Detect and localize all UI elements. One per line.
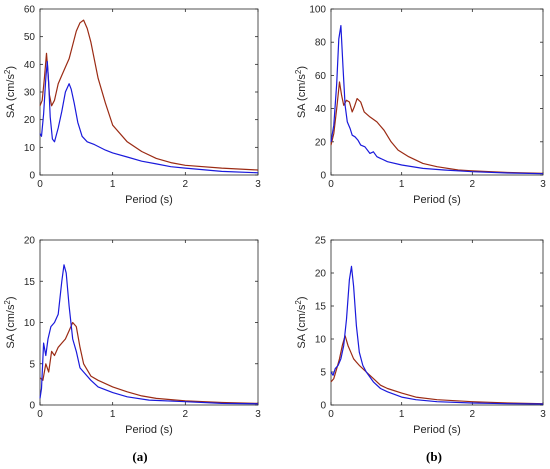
y-tick-label: 80 [315, 38, 327, 49]
y-axis-label-main: SA (cm/s [296, 74, 308, 119]
caption-b: (b) [426, 449, 442, 464]
x-axis-label: Period (s) [125, 424, 173, 436]
x-tick-label: 0 [328, 409, 334, 420]
y-axis-label-main: SA (cm/s [5, 74, 17, 119]
x-tick-label: 3 [255, 179, 261, 190]
y-tick-label: 40 [24, 60, 36, 71]
y-axis-label: SA (cm/s2) [294, 66, 308, 118]
plot-frame [39, 8, 259, 176]
y-axis-label-close: ) [5, 296, 17, 300]
plot-frame [330, 239, 544, 406]
y-tick-label: 20 [315, 269, 327, 280]
y-axis-label-exponent: 2 [294, 69, 303, 74]
x-tick-label: 2 [470, 179, 476, 190]
y-tick-label: 60 [24, 5, 36, 16]
x-tick-label: 1 [399, 179, 405, 190]
y-tick-label: 0 [29, 401, 35, 412]
x-tick-label: 2 [470, 409, 476, 420]
y-axis-label-exponent: 2 [3, 69, 12, 74]
y-tick-label: 10 [24, 143, 36, 154]
y-tick-label: 5 [29, 359, 35, 370]
x-tick-label: 1 [399, 409, 405, 420]
x-tick-label: 3 [255, 409, 261, 420]
plot-frame [330, 8, 544, 176]
y-tick-label: 15 [24, 277, 36, 288]
y-tick-label: 10 [24, 318, 36, 329]
series-line-1 [39, 321, 259, 404]
series-line-1 [330, 81, 544, 174]
x-tick-label: 1 [110, 179, 116, 190]
y-axis-label-exponent: 2 [294, 300, 303, 305]
series-line-1 [330, 335, 544, 405]
y-tick-label: 15 [315, 302, 327, 313]
x-tick-label: 3 [540, 179, 546, 190]
y-axis-label: SA (cm/s2) [3, 66, 17, 118]
x-tick-label: 2 [183, 409, 189, 420]
series-line-2 [330, 25, 544, 175]
y-axis-label: SA (cm/s2) [3, 296, 17, 348]
y-axis-label-exponent: 2 [3, 300, 12, 305]
y-tick-label: 0 [320, 401, 326, 412]
x-axis-label: Period (s) [125, 194, 173, 206]
y-tick-label: 5 [320, 368, 326, 379]
y-tick-label: 40 [315, 104, 327, 115]
y-tick-label: 50 [24, 32, 36, 43]
caption-a: (a) [132, 449, 147, 464]
y-axis-label-main: SA (cm/s [296, 304, 308, 349]
x-axis-label: Period (s) [413, 194, 461, 206]
y-tick-label: 20 [24, 115, 36, 126]
series-line-2 [39, 60, 259, 174]
y-axis-label: SA (cm/s2) [294, 296, 308, 348]
y-axis-label-main: SA (cm/s [5, 304, 17, 349]
y-tick-label: 30 [24, 88, 36, 99]
y-axis-label-close: ) [5, 66, 17, 70]
x-tick-label: 0 [328, 179, 334, 190]
x-tick-label: 1 [110, 409, 116, 420]
y-tick-label: 0 [320, 171, 326, 182]
y-tick-label: 20 [315, 137, 327, 148]
y-axis-label-close: ) [296, 66, 308, 70]
x-tick-label: 0 [37, 409, 43, 420]
x-tick-label: 3 [540, 409, 546, 420]
x-tick-label: 2 [183, 179, 189, 190]
series-line-2 [330, 265, 544, 405]
y-tick-label: 25 [315, 236, 327, 247]
x-axis-label: Period (s) [413, 424, 461, 436]
y-tick-label: 0 [29, 171, 35, 182]
series-line-2 [39, 264, 259, 405]
x-tick-label: 0 [37, 179, 43, 190]
y-tick-label: 10 [315, 335, 327, 346]
y-tick-label: 20 [24, 236, 36, 247]
y-axis-label-close: ) [296, 296, 308, 300]
y-tick-label: 60 [315, 71, 327, 82]
y-tick-label: 100 [309, 5, 326, 16]
